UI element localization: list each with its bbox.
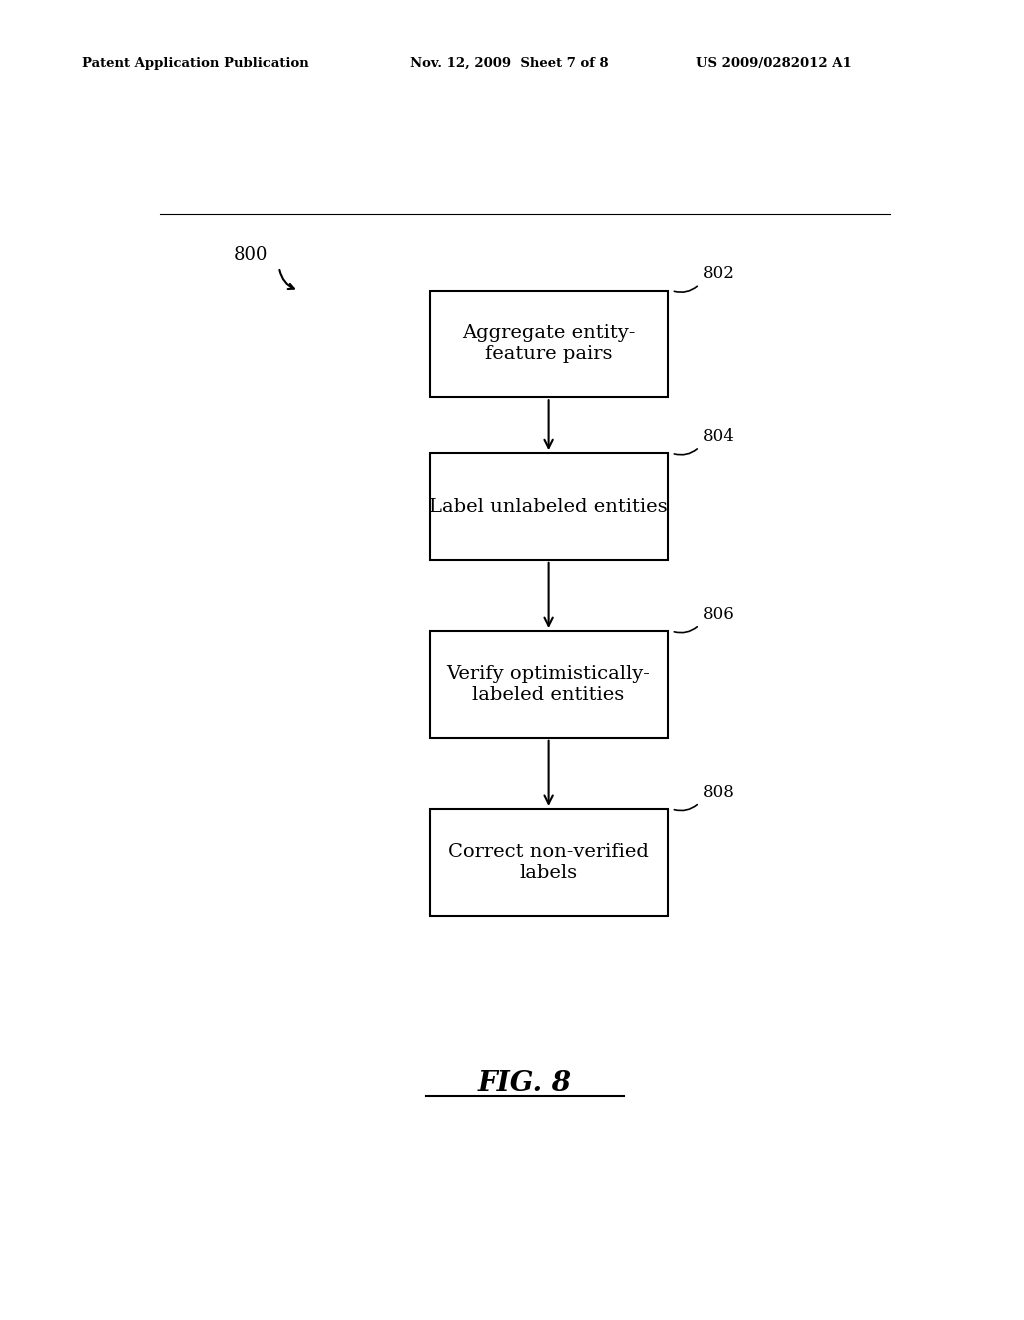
Text: 802: 802: [703, 265, 735, 282]
Text: 804: 804: [703, 428, 735, 445]
Text: 800: 800: [233, 246, 268, 264]
Text: 806: 806: [703, 606, 735, 623]
Text: Patent Application Publication: Patent Application Publication: [82, 57, 308, 70]
Text: Correct non-verified
labels: Correct non-verified labels: [449, 843, 649, 882]
Text: FIG. 8: FIG. 8: [478, 1069, 571, 1097]
Text: US 2009/0282012 A1: US 2009/0282012 A1: [696, 57, 852, 70]
FancyBboxPatch shape: [430, 809, 668, 916]
Text: Verify optimistically-
labeled entities: Verify optimistically- labeled entities: [446, 665, 650, 704]
Text: Aggregate entity-
feature pairs: Aggregate entity- feature pairs: [462, 325, 635, 363]
FancyBboxPatch shape: [430, 290, 668, 397]
FancyBboxPatch shape: [430, 453, 668, 560]
Text: 808: 808: [703, 784, 735, 801]
Text: Label unlabeled entities: Label unlabeled entities: [429, 498, 668, 516]
Text: Nov. 12, 2009  Sheet 7 of 8: Nov. 12, 2009 Sheet 7 of 8: [410, 57, 608, 70]
FancyBboxPatch shape: [430, 631, 668, 738]
